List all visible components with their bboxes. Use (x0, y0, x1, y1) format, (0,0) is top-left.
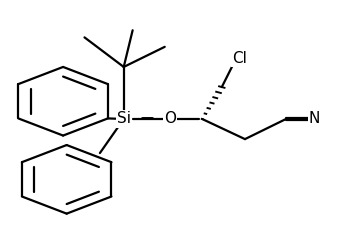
Text: Cl: Cl (232, 51, 247, 66)
Text: O: O (164, 111, 176, 127)
Text: N: N (309, 111, 320, 127)
Text: Si: Si (117, 111, 131, 127)
